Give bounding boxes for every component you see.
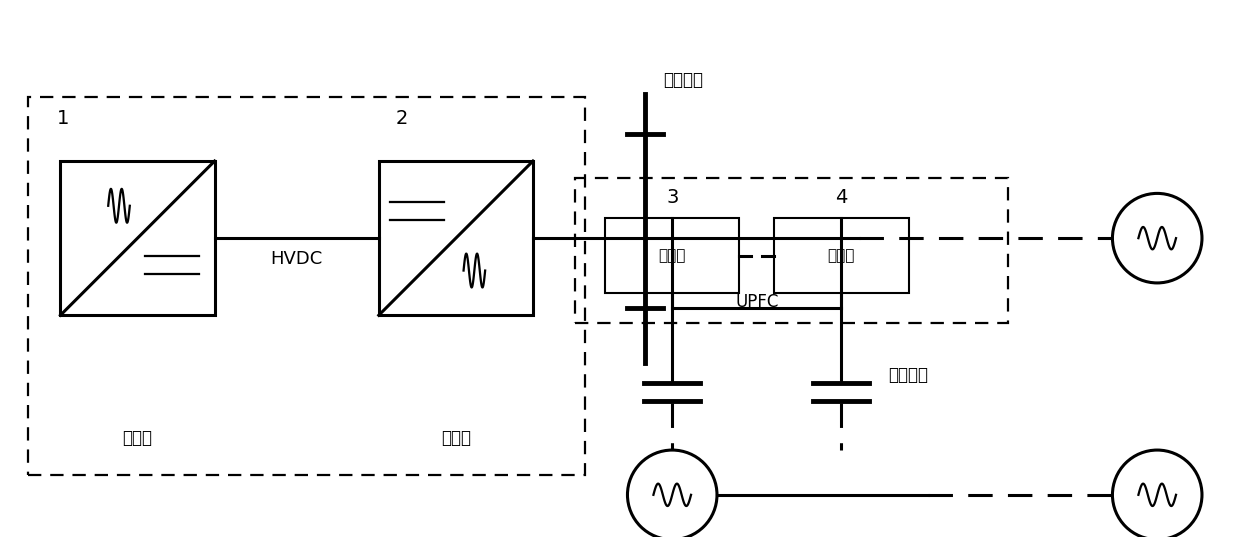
Text: UPFC: UPFC [735, 293, 779, 311]
Bar [575, 179, 1008, 323]
Text: 并联侧: 并联侧 [658, 248, 686, 263]
Bar [29, 97, 585, 475]
Text: 4: 4 [836, 188, 847, 208]
Bar [61, 161, 215, 315]
Text: 1: 1 [57, 109, 69, 128]
Text: 串联侧: 串联侧 [827, 248, 856, 263]
Bar [378, 161, 533, 315]
Bar [774, 218, 909, 293]
Text: 3: 3 [666, 188, 678, 208]
Text: 交流母线: 交流母线 [662, 71, 703, 89]
Text: 交流母线: 交流母线 [889, 366, 929, 385]
Text: 2: 2 [396, 109, 408, 128]
Bar [605, 218, 739, 293]
Text: 整流站: 整流站 [123, 429, 153, 447]
Text: HVDC: HVDC [270, 250, 322, 268]
Text: 逆变站: 逆变站 [441, 429, 471, 447]
